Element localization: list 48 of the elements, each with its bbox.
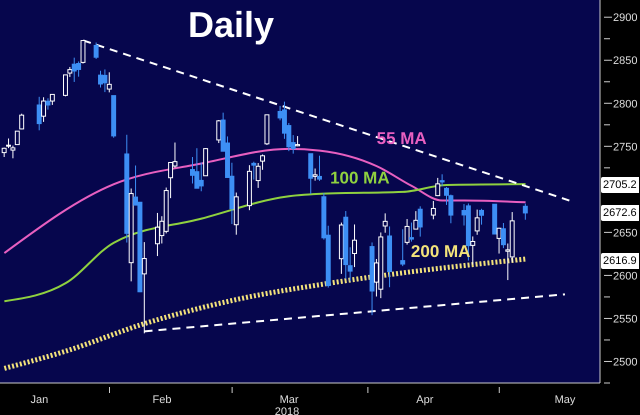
annotation: 2616.9 bbox=[601, 252, 639, 269]
candlestick bbox=[404, 218, 410, 246]
candlestick bbox=[382, 212, 388, 234]
candlestick bbox=[312, 168, 318, 182]
series-label: 100 MA bbox=[330, 168, 390, 188]
candlestick bbox=[522, 203, 528, 220]
candlestick bbox=[474, 209, 480, 236]
candlestick bbox=[400, 228, 406, 267]
candlestick bbox=[479, 208, 484, 226]
y-tick-label: 2500 bbox=[613, 356, 638, 368]
candlestick bbox=[295, 136, 300, 147]
candlestick bbox=[496, 227, 502, 254]
y-tick-label: 2750 bbox=[613, 141, 638, 154]
candlestick bbox=[106, 72, 112, 93]
candlestick bbox=[435, 177, 440, 197]
x-tick-label: Feb bbox=[152, 394, 172, 406]
candlestick bbox=[36, 96, 42, 131]
candlestick bbox=[194, 148, 200, 189]
candlestick bbox=[500, 222, 506, 249]
x-tick-label: Apr bbox=[416, 394, 434, 406]
annotation: 2705.2 bbox=[601, 176, 639, 193]
y-tick-label: 2550 bbox=[613, 313, 638, 326]
candlestick bbox=[94, 42, 99, 60]
candlestick bbox=[408, 222, 414, 242]
candlestick bbox=[470, 236, 476, 265]
line-series bbox=[3, 183, 527, 302]
candlestick bbox=[251, 161, 256, 180]
x-tick-label: Jan bbox=[30, 394, 48, 406]
candlestick bbox=[418, 206, 423, 238]
candlestick bbox=[41, 96, 46, 122]
y-tick-label: 2900 bbox=[613, 12, 638, 24]
candlestick bbox=[198, 162, 204, 192]
chart-title: Daily bbox=[188, 4, 274, 46]
x-tick-label: Mar bbox=[280, 394, 299, 406]
candlestick bbox=[430, 200, 436, 220]
annotation: 2672.6 bbox=[601, 204, 639, 221]
y-tick-label: 2650 bbox=[613, 227, 638, 240]
x-axis-title: 2018 bbox=[274, 406, 300, 415]
candlestick bbox=[50, 94, 55, 106]
y-tick-label: 2600 bbox=[613, 270, 638, 282]
candlestick bbox=[352, 224, 357, 268]
candlestick bbox=[45, 98, 50, 110]
candlestick bbox=[440, 174, 445, 187]
candlestick bbox=[317, 155, 322, 182]
candlestick bbox=[102, 68, 108, 93]
y-tick-label: 2850 bbox=[613, 55, 638, 68]
y-tick-label: 2800 bbox=[613, 98, 638, 110]
x-tick-label: May bbox=[554, 394, 576, 406]
